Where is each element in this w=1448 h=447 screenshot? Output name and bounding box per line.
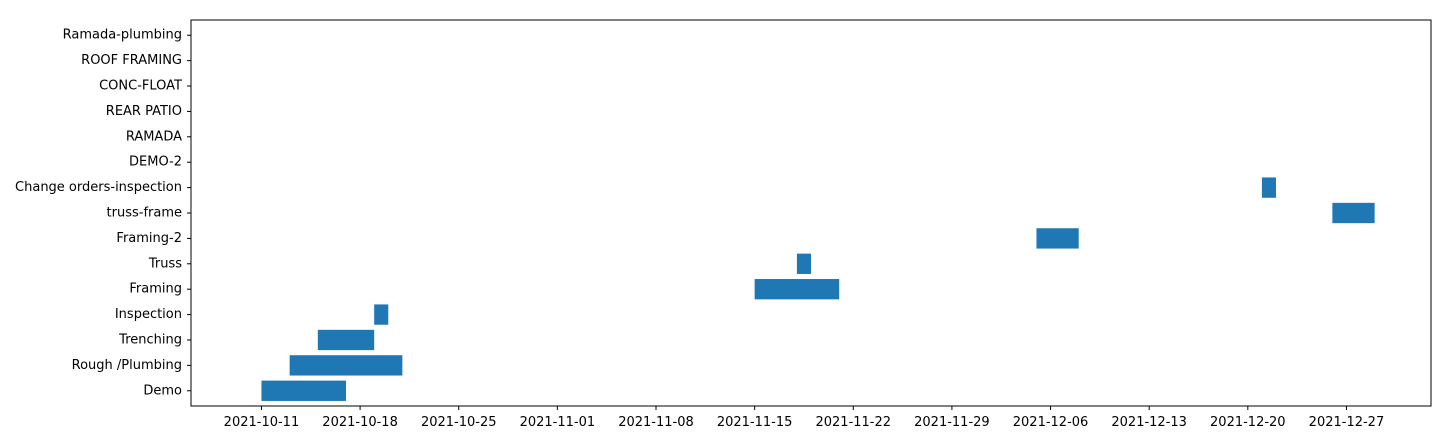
x-tick-label: 2021-11-15 xyxy=(717,415,793,430)
y-tick-label: Ramada-plumbing xyxy=(63,28,182,43)
y-tick-label: RAMADA xyxy=(126,129,182,144)
x-axis: 2021-10-11 2021-10-18 2021-10-25 2021-11-01… xyxy=(224,406,1385,430)
x-tick-label: 2021-10-18 xyxy=(322,415,398,430)
x-tick-label: 2021-12-27 xyxy=(1309,415,1385,430)
y-tick-label: Trenching xyxy=(118,332,182,347)
bars-layer xyxy=(261,177,1375,401)
bar-inspection xyxy=(374,304,389,325)
y-tick-label: REAR PATIO xyxy=(106,104,182,119)
y-tick-label: DEMO-2 xyxy=(129,155,182,170)
x-tick-label: 2021-11-22 xyxy=(815,415,891,430)
x-tick-label: 2021-10-25 xyxy=(421,415,497,430)
bar-truss-frame xyxy=(1332,202,1375,224)
y-tick-label: ROOF FRAMING xyxy=(81,53,182,68)
x-tick-label: 2021-11-29 xyxy=(914,415,990,430)
x-tick-label: 2021-11-01 xyxy=(520,415,596,430)
y-tick-label: Truss xyxy=(148,256,182,271)
y-tick-label: truss-frame xyxy=(107,206,182,221)
bar-change-orders-inspection xyxy=(1261,177,1276,198)
bar-framing-2 xyxy=(1036,228,1079,249)
x-tick-label: 2021-12-06 xyxy=(1013,415,1089,430)
y-tick-label: Demo xyxy=(143,383,182,398)
y-tick-label: CONC-FLOAT xyxy=(99,79,182,94)
bar-trenching xyxy=(317,329,375,351)
y-axis: Demo Rough /Plumbing Trenching Inspection Fr… xyxy=(15,28,191,398)
bar-demo xyxy=(261,380,346,401)
x-tick-label: 2021-12-20 xyxy=(1210,415,1286,430)
x-tick-label: 2021-11-08 xyxy=(618,415,694,430)
y-tick-label: Framing xyxy=(129,282,182,297)
bar-truss xyxy=(796,253,811,274)
bar-framing xyxy=(754,279,840,300)
y-tick-label: Framing-2 xyxy=(116,231,182,246)
plot-frame xyxy=(190,19,1432,407)
x-tick-label: 2021-10-11 xyxy=(224,415,300,430)
y-tick-label: Rough /Plumbing xyxy=(72,358,182,373)
bar-rough-plumbing xyxy=(289,355,403,376)
y-tick-label: Change orders-inspection xyxy=(15,180,182,195)
x-tick-label: 2021-12-13 xyxy=(1111,415,1187,430)
y-tick-label: Inspection xyxy=(115,307,182,322)
